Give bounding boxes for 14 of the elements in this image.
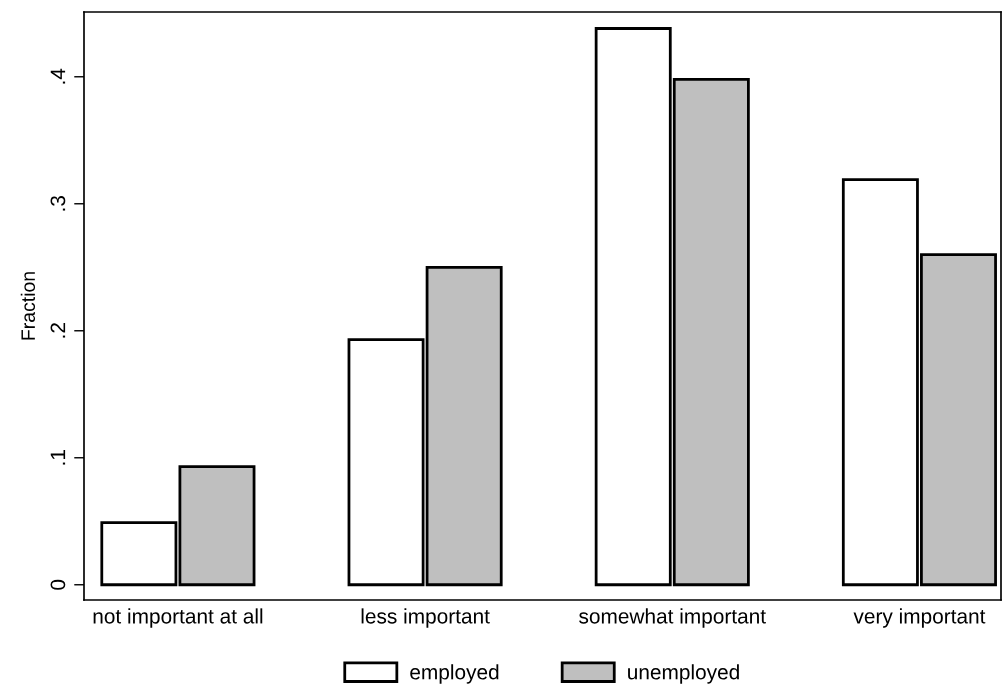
legend-label: unemployed bbox=[628, 664, 739, 684]
y-axis-title: Fraction bbox=[20, 272, 36, 340]
bar bbox=[178, 465, 256, 587]
y-tick-label: .2 bbox=[50, 323, 66, 338]
y-tick-label: 0 bbox=[50, 579, 66, 590]
y-tick-label: .3 bbox=[50, 195, 66, 211]
x-tick-label: very important bbox=[853, 608, 986, 628]
x-tick-label: less important bbox=[361, 608, 490, 628]
legend-label: employed bbox=[410, 664, 499, 684]
y-tick-label: .1 bbox=[50, 450, 66, 465]
x-tick-label: somewhat important bbox=[579, 608, 766, 628]
y-tick-label: .4 bbox=[50, 68, 66, 84]
bar bbox=[100, 521, 178, 587]
x-tick-label: not important at all bbox=[93, 608, 263, 628]
